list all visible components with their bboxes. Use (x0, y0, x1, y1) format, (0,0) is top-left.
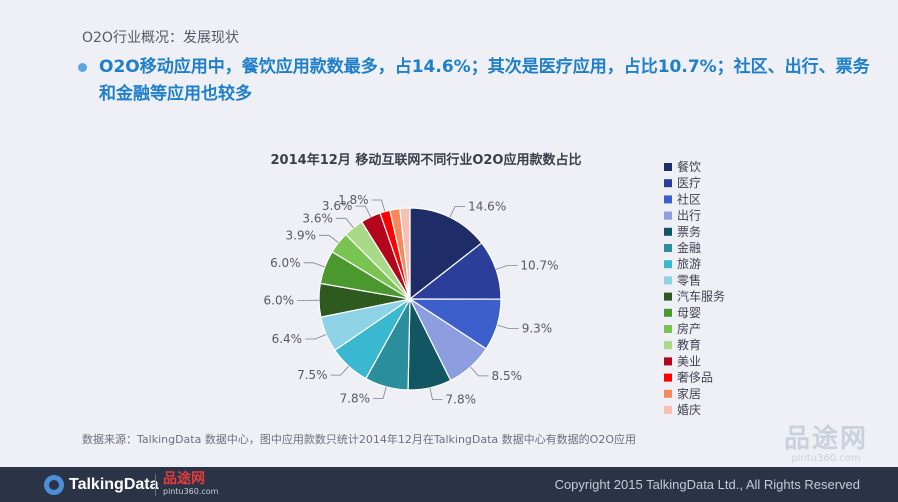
legend-swatch-10 (664, 308, 672, 317)
legend-swatch-3 (664, 195, 672, 204)
legend-label-16: 婚庆 (677, 403, 701, 417)
data-label-8: 6.4% (272, 332, 303, 346)
legend-label-1: 餐饮 (677, 159, 701, 174)
legend-swatch-16 (664, 406, 672, 414)
legend-label-15: 家居 (677, 386, 701, 401)
legend-swatch-6 (664, 244, 672, 252)
data-label-4: 8.5% (492, 369, 523, 383)
legend-swatch-4 (664, 211, 672, 220)
data-labels: 14.6% 10.7% 9.3% 8.5% 7.8% 7.8% 7.5% 6.4% 6.0% 6.… (264, 193, 559, 407)
brand-name: TalkingData (69, 476, 159, 493)
data-label-12: 3.6% (302, 211, 333, 225)
watermark-name: 品途网 (783, 424, 868, 454)
legend-label-11: 房产 (677, 321, 701, 336)
legend-swatch-15 (664, 389, 672, 398)
watermark-url: pintu360.com (791, 453, 861, 464)
partner-logo: 品途网 pintu360.com (163, 471, 218, 497)
copyright: Copyright 2015 TalkingData Ltd., All Rig… (554, 477, 860, 492)
footer: TalkingData 品途网 pintu360.com Copyright 2… (0, 467, 898, 502)
footer-divider (155, 474, 156, 496)
partner-url: pintu360.com (163, 487, 219, 496)
data-label-9: 6.0% (264, 293, 295, 307)
data-label-7: 7.5% (297, 368, 328, 382)
partner-name: 品途网 (163, 471, 205, 487)
leader-line-4 (470, 366, 489, 377)
legend-swatch-7 (664, 260, 672, 269)
data-label-14: 1.8% (338, 193, 369, 207)
leader-line-7 (330, 365, 349, 376)
leader-line-13 (355, 205, 371, 218)
legend-label-2: 医疗 (677, 176, 701, 190)
pie-slice-1 (409, 207, 483, 301)
leader-line-11 (319, 234, 339, 244)
data-label-1: 14.6% (468, 199, 506, 213)
chart-title: 2014年12月 移动互联网不同行业O2O应用款数占比 (271, 152, 582, 168)
breadcrumb: O2O行业概况：发展现状 (82, 30, 239, 46)
legend-swatch-1 (664, 163, 672, 171)
legend-label-14: 奢侈品 (677, 371, 713, 385)
headline-text: O2O移动应用中，餐饮应用款数最多，占14.6%；其次是医疗应用，占比10.7%… (99, 57, 870, 104)
leader-line-3 (497, 324, 519, 329)
headline: O2O移动应用中，餐饮应用款数最多，占14.6%；其次是医疗应用，占比10.7%… (78, 54, 878, 108)
leader-line-10 (303, 262, 325, 268)
leader-line-2 (495, 265, 518, 270)
legend-label-13: 美业 (677, 354, 701, 368)
watermark: 品途网 pintu360.com (784, 418, 868, 464)
legend-label-10: 母婴 (677, 306, 701, 320)
legend-label-12: 教育 (677, 337, 701, 352)
data-label-13: 3.6% (322, 199, 353, 213)
data-label-3: 9.3% (522, 322, 553, 336)
legend-label-3: 社区 (677, 191, 701, 206)
data-label-10: 6.0% (270, 256, 301, 270)
legend-label-9: 汽车服务 (677, 289, 725, 304)
data-label-6: 7.8% (340, 391, 371, 405)
legend-label-6: 金融 (677, 240, 701, 255)
leader-line-6 (373, 386, 387, 399)
pie-slice-16 (399, 207, 411, 300)
leader-line-14 (371, 199, 386, 212)
legend-swatch-5 (664, 227, 672, 236)
legend-swatch-11 (664, 325, 672, 333)
bullet-icon (78, 63, 87, 72)
leader-line-5 (429, 387, 443, 400)
data-label-5: 7.8% (446, 393, 477, 407)
legend-swatch-9 (664, 292, 672, 301)
legend-label-8: 零售 (677, 272, 701, 287)
legend-swatch-8 (664, 276, 672, 285)
pie-chart: 2014年12月 移动互联网不同行业O2O应用款数占比 14.6% 10.7% 9.… (264, 152, 726, 417)
legend-label-7: 旅游 (677, 257, 701, 271)
leader-line-12 (335, 217, 354, 228)
legend-label-5: 票务 (677, 224, 701, 239)
pie-slices (318, 207, 502, 391)
data-label-11: 3.9% (286, 228, 317, 242)
talkingdata-logo: TalkingData (44, 475, 159, 495)
legend-swatch-14 (664, 373, 672, 382)
legend-swatch-2 (664, 179, 672, 188)
leader-line-1 (449, 205, 466, 218)
legend-label-4: 出行 (677, 209, 701, 223)
data-label-2: 10.7% (520, 259, 558, 273)
talkingdata-logo-icon (44, 475, 64, 495)
legend-swatch-13 (664, 357, 672, 366)
leader-line-8 (305, 334, 327, 340)
legend-swatch-12 (664, 341, 672, 350)
source-note: 数据来源：TalkingData 数据中心，图中应用款数只统计2014年12月在… (82, 433, 636, 446)
